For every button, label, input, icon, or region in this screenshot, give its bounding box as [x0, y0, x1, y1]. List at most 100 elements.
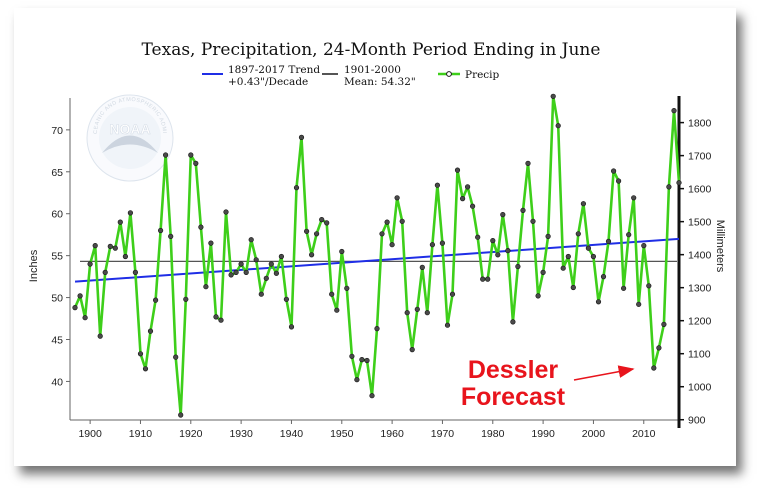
precip-point — [288, 324, 295, 330]
precip-point — [283, 296, 290, 302]
precip-point — [258, 291, 264, 297]
precip-point — [444, 322, 451, 328]
precip-point — [560, 265, 566, 271]
y-right-tick-label: 1600 — [688, 184, 712, 196]
y-left-tick-label: 40 — [51, 376, 63, 388]
noaa-logo-ring — [86, 94, 174, 182]
precip-point — [515, 263, 521, 270]
precip-point — [92, 243, 98, 249]
y-axis-right-label: Millimeters — [714, 220, 726, 273]
precip-point — [268, 261, 274, 267]
y-left-tick-label: 50 — [51, 293, 63, 305]
noaa-logo: NATIONAL OCEANIC AND ATMOSPHERIC ADMINIS… — [14, 8, 174, 182]
noaa-logo-inner-disc — [99, 107, 161, 169]
precip-point — [656, 345, 662, 351]
precip-point — [470, 203, 476, 209]
precip-point — [636, 301, 642, 307]
precip-point — [449, 291, 456, 297]
precip-point — [485, 276, 491, 282]
legend-precip-label: Precip — [465, 69, 500, 81]
precip-point — [475, 234, 481, 240]
precip-point — [309, 252, 315, 258]
y-axis-right-ticks: 900 1000 1100 1200 1300 1400 1500 1600 1700 1800 — [679, 118, 712, 427]
precip-point — [122, 253, 128, 260]
precip-point — [82, 315, 88, 321]
precip-point — [620, 285, 627, 291]
precip-point — [178, 412, 184, 418]
precip-point — [600, 274, 607, 280]
x-tick-label: 1920 — [179, 428, 203, 440]
precip-point — [198, 224, 204, 230]
precip-point — [595, 299, 602, 305]
precip-point — [661, 321, 667, 328]
precip-point — [575, 231, 581, 237]
precip-point — [439, 240, 446, 246]
precip-point — [173, 354, 179, 360]
x-tick-label: 1950 — [330, 428, 354, 440]
y-right-tick-label: 1800 — [688, 118, 712, 130]
precip-point — [319, 217, 325, 223]
y-right-tick-label: 1500 — [688, 217, 712, 229]
y-right-tick-label: 1700 — [688, 151, 712, 163]
precip-point — [414, 306, 420, 312]
precip-point — [97, 333, 103, 339]
precip-point — [505, 248, 511, 254]
annotation-line1: Dessler — [468, 356, 559, 384]
precip-point — [208, 240, 214, 246]
precip-point — [676, 180, 682, 186]
precip-point — [228, 272, 234, 278]
precip-point — [545, 233, 551, 239]
y-right-tick-label: 900 — [688, 415, 706, 427]
precip-point — [354, 377, 360, 383]
legend-trend-sublabel: +0.43"/Decade — [228, 76, 308, 88]
precip-point — [72, 305, 78, 311]
y-right-tick-label: 1300 — [688, 283, 712, 295]
precip-point — [540, 269, 546, 276]
y-left-tick-label: 55 — [51, 251, 63, 263]
precip-point — [409, 347, 415, 353]
precip-point — [127, 210, 133, 216]
y-right-tick-label: 1100 — [688, 349, 711, 361]
y-left-tick-label: 65 — [51, 167, 63, 179]
x-tick-label: 2000 — [582, 428, 606, 440]
precip-point — [550, 93, 556, 99]
precip-point — [193, 160, 199, 166]
precip-point — [429, 242, 436, 248]
precip-point — [530, 218, 536, 224]
y-right-tick-label: 1200 — [688, 316, 712, 328]
precip-point — [565, 253, 571, 260]
precip-point — [77, 293, 83, 299]
precip-point — [369, 393, 375, 399]
precip-point — [253, 257, 259, 263]
precip-point — [278, 253, 285, 260]
precip-point — [490, 238, 496, 244]
precip-point — [349, 353, 355, 359]
precip-point — [183, 296, 189, 302]
precip-point — [651, 365, 657, 371]
precip-point — [394, 195, 400, 201]
precip-point — [314, 231, 320, 237]
x-tick-label: 2010 — [632, 428, 656, 440]
precip-point — [610, 168, 617, 174]
precip-point — [168, 233, 174, 239]
precip-point — [379, 231, 385, 237]
legend-mean-label: 1901-2000 — [344, 64, 401, 76]
precip-point — [218, 317, 224, 323]
precip-point — [293, 185, 300, 191]
precip-point — [535, 293, 541, 299]
precip-point — [580, 201, 587, 207]
legend-mean-sublabel: Mean: 54.32" — [344, 76, 416, 88]
precip-point — [243, 269, 249, 276]
precip-point — [460, 196, 466, 202]
noaa-logo-bird — [102, 135, 158, 153]
precip-point — [555, 123, 561, 129]
precip-point — [510, 319, 516, 325]
precip-point — [298, 134, 305, 140]
precip-point — [454, 167, 461, 173]
x-tick-label: 1940 — [280, 428, 304, 440]
x-tick-label: 1930 — [229, 428, 253, 440]
chart-title: Texas, Precipitation, 24-Month Period En… — [142, 40, 601, 60]
precip-point — [223, 209, 229, 215]
precip-point — [102, 269, 108, 276]
precip-point — [87, 261, 93, 267]
